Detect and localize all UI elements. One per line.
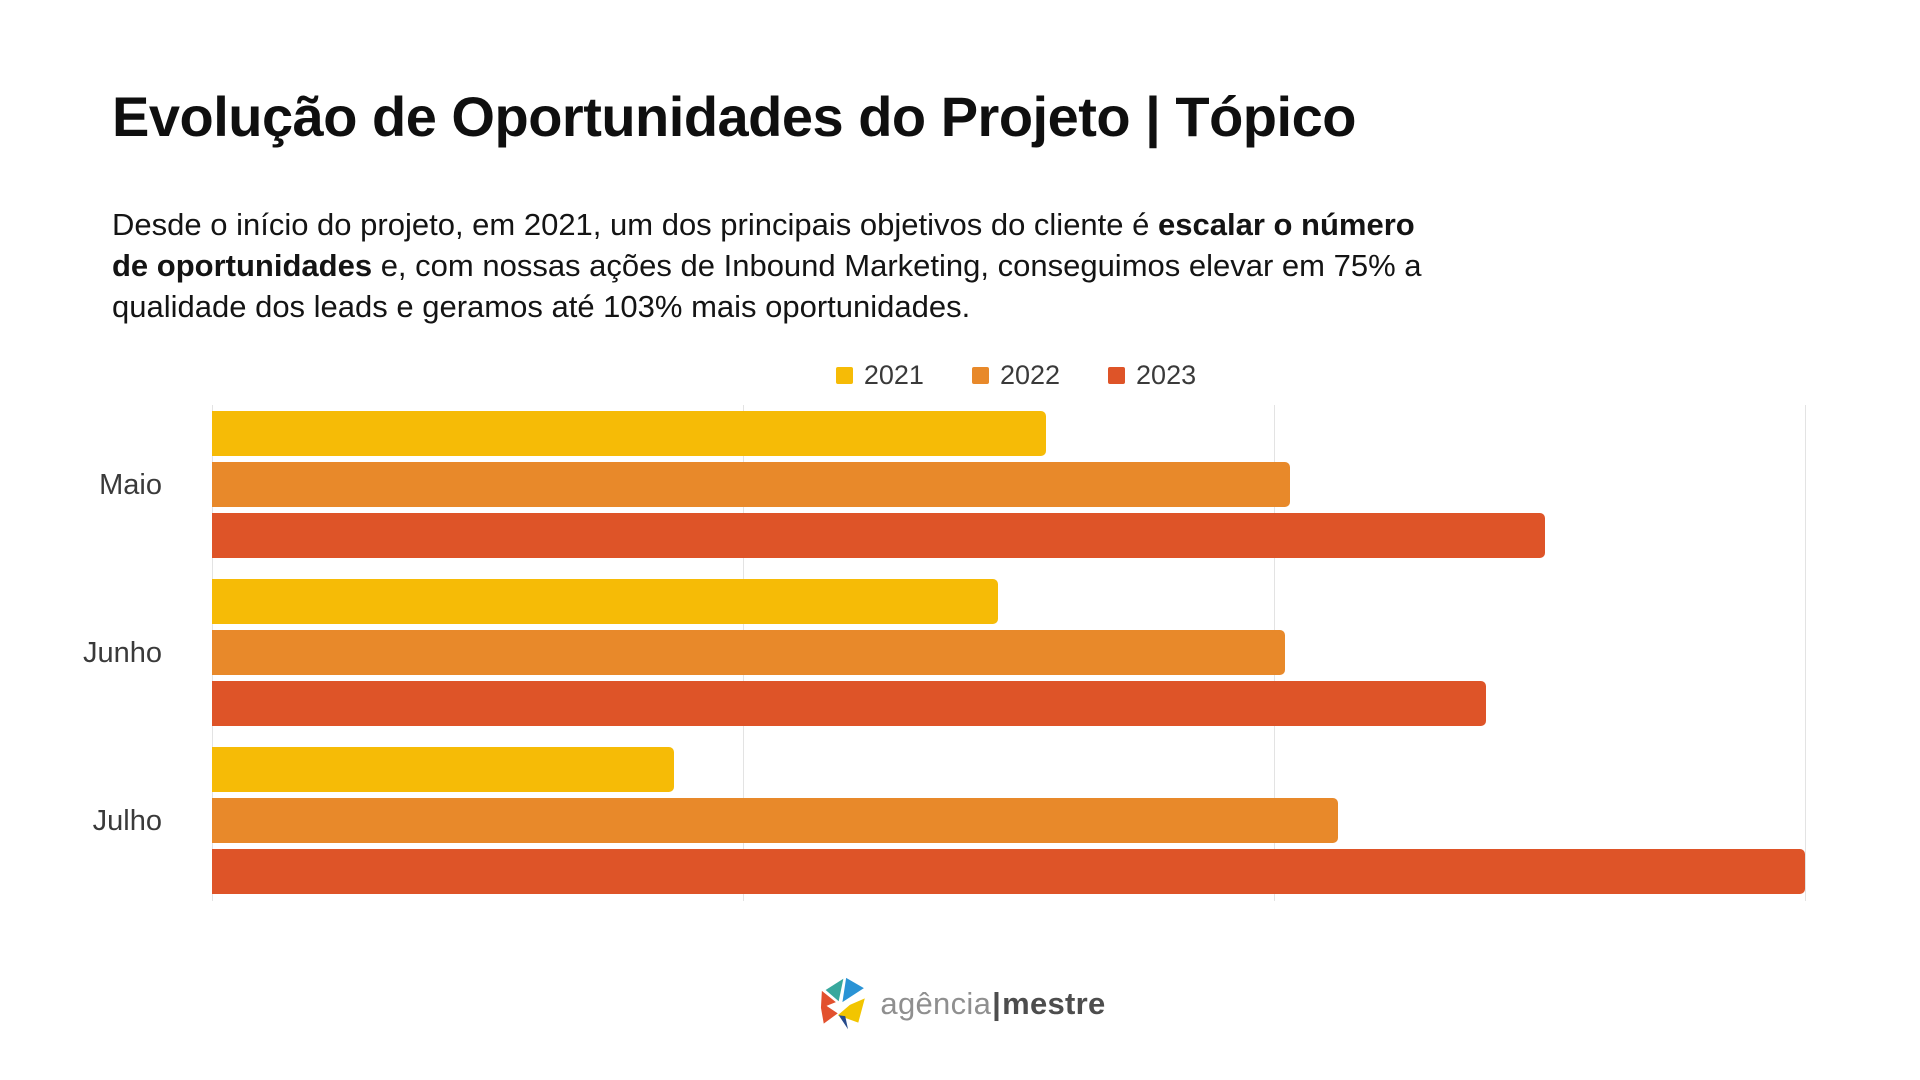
bar-maio-2022 [212, 462, 1290, 507]
agencia-mestre-logo-icon [820, 977, 865, 1030]
logo-divider: | [992, 986, 1002, 1021]
gridline [1805, 405, 1806, 901]
category-label-julho: Julho [92, 804, 162, 837]
page-title: Evolução de Oportunidades do Projeto | T… [112, 85, 1356, 148]
logo-text: agência|mestre [880, 986, 1105, 1022]
bar-junho-2022 [212, 630, 1285, 675]
bar-maio-2023 [212, 513, 1545, 558]
logo-text-mestre: mestre [1002, 986, 1106, 1021]
bar-maio-2021 [212, 411, 1046, 456]
legend-swatch-icon [971, 366, 989, 384]
legend-label: 2023 [1136, 359, 1197, 390]
legend-swatch-icon [835, 366, 853, 384]
intro-line: de oportunidades e, com nossas ações de … [112, 248, 1422, 283]
legend-label: 2022 [999, 359, 1061, 390]
legend-item-2022: 2022 [971, 359, 1061, 391]
category-label-junho: Junho [82, 636, 162, 669]
bar-julho-2023 [212, 849, 1805, 894]
intro-paragraph: Desde o início do projeto, em 2021, um d… [112, 204, 1422, 327]
legend-item-2023: 2023 [1108, 360, 1196, 391]
bar-chart: Maio Junho Julho [0, 405, 1920, 901]
bar-junho-2023 [212, 681, 1487, 726]
category-label-maio: Maio [99, 468, 162, 501]
intro-line: qualidade dos leads e geramos até 103% m… [112, 289, 971, 324]
plot-area: Maio Junho Julho [83, 405, 1820, 901]
legend-item-2021: 2021 [835, 359, 924, 391]
logo-text-agencia: agência [880, 986, 992, 1021]
legend-label: 2021 [863, 359, 924, 390]
intro-line: Desde o início do projeto, em 2021, um d… [112, 207, 1415, 242]
legend-swatch-icon [1108, 366, 1126, 384]
bar-junho-2021 [212, 579, 998, 624]
footer-logo: agência|mestre [814, 975, 1105, 1033]
bar-julho-2021 [212, 747, 674, 792]
chart-legend: 2021 2022 2023 [212, 355, 1820, 395]
bar-julho-2022 [212, 798, 1338, 843]
